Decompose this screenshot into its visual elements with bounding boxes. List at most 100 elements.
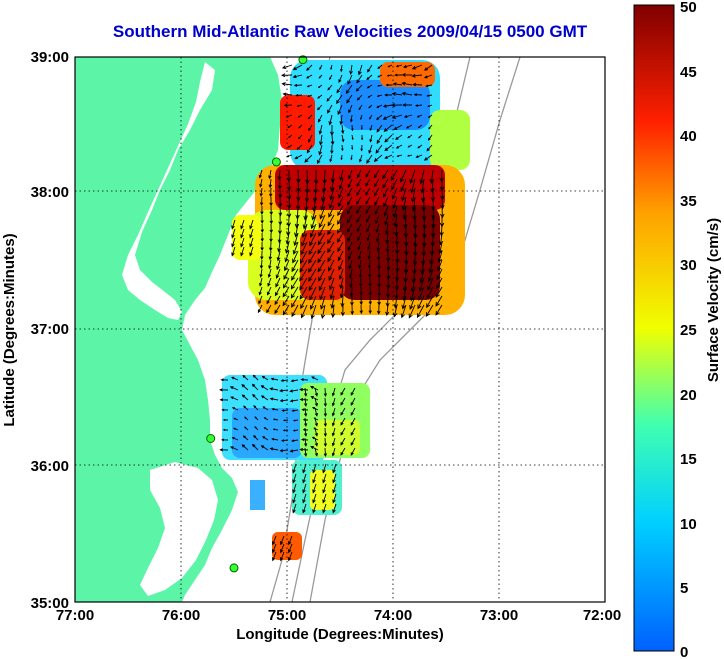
vector-arrow <box>391 114 403 119</box>
vector-arrow <box>365 169 371 178</box>
vector-arrow <box>260 445 269 451</box>
vector-arrow <box>249 219 254 230</box>
vector-arrow <box>340 397 346 406</box>
vector-arrow <box>351 144 354 150</box>
vector-arrow <box>298 134 303 140</box>
vector-arrow <box>401 72 413 77</box>
pamlico-sound <box>140 462 218 596</box>
vector-arrow <box>249 228 254 239</box>
vector-arrow <box>240 237 245 248</box>
vector-arrow <box>331 387 336 397</box>
vector-arrow <box>356 205 362 214</box>
vector-arrow <box>336 223 344 234</box>
vector-arrow <box>304 154 313 163</box>
vector-arrow <box>268 187 273 198</box>
vector-arrow <box>327 223 335 236</box>
vector-arrow <box>368 104 373 109</box>
vector-arrow <box>259 178 263 188</box>
vector-arrow <box>328 114 333 126</box>
vector-arrow <box>271 551 277 562</box>
vector-arrow <box>258 169 263 179</box>
vector-arrow <box>278 205 283 217</box>
vector-arrow <box>329 286 335 300</box>
vector-arrow <box>307 114 313 120</box>
vector-arrow <box>340 64 343 73</box>
vector-arrow <box>340 387 346 396</box>
vector-arrow <box>411 64 423 70</box>
vector-arrow <box>317 241 326 255</box>
vector-arrow <box>328 205 335 218</box>
vector-arrow <box>407 144 413 148</box>
vector-arrow <box>318 74 323 79</box>
vector-arrow <box>299 259 308 273</box>
station-marker <box>206 434 216 443</box>
vector-arrow <box>430 178 435 193</box>
vector-arrow <box>289 389 299 393</box>
vector-arrow <box>426 295 434 309</box>
vector-arrow <box>259 187 263 197</box>
vector-arrow <box>403 214 408 230</box>
vector-arrow <box>341 134 345 143</box>
vector-arrow <box>271 535 277 546</box>
y-axis-label: Latitude (Degrees:Minutes) <box>1 233 18 426</box>
vector-arrow <box>317 114 323 123</box>
vector-arrow <box>287 535 293 546</box>
vector-arrow <box>356 214 362 223</box>
vector-arrow <box>386 268 391 281</box>
vector-arrow <box>384 144 393 152</box>
vector-arrow <box>376 304 381 315</box>
vector-arrow <box>436 268 443 281</box>
vector-arrow <box>268 178 273 189</box>
vector-arrow <box>292 429 299 432</box>
colorbar-tick-labels: 50 45 40 35 30 25 20 15 10 5 0 <box>680 0 697 659</box>
vector-arrow <box>281 64 293 69</box>
vector-arrow <box>318 214 326 229</box>
vector-arrow <box>323 407 328 418</box>
x-tick-label: 73:00 <box>480 607 518 624</box>
x-tick-label: 74:00 <box>374 607 412 624</box>
vector-arrow <box>376 124 383 133</box>
vector-arrow <box>263 427 269 431</box>
vector-arrow <box>296 104 303 107</box>
vector-arrow <box>291 259 299 273</box>
vector-arrow <box>401 81 413 86</box>
vector-arrow <box>269 397 279 401</box>
vector-arrow <box>314 417 319 427</box>
vector-arrow <box>413 232 418 248</box>
vector-arrow <box>271 437 279 441</box>
vector-arrow <box>409 286 416 302</box>
vector-arrow <box>414 104 423 107</box>
vector-arrow <box>336 84 343 94</box>
vector-arrow <box>268 250 273 261</box>
vector-arrow <box>395 134 403 140</box>
vector-arrow <box>260 223 264 234</box>
vector-arrow <box>231 237 236 248</box>
vector-arrow <box>340 417 346 426</box>
vector-arrow <box>320 196 326 211</box>
vector-arrow <box>382 169 389 180</box>
vector-arrow <box>377 286 382 297</box>
vector-arrow <box>240 246 245 257</box>
vector-arrow <box>409 169 416 185</box>
vector-arrow <box>302 428 309 431</box>
vector-arrow <box>288 134 293 138</box>
vector-arrow <box>377 295 381 306</box>
station-marker <box>271 157 281 167</box>
vector-arrow <box>309 223 317 238</box>
vector-arrow <box>310 214 317 230</box>
vector-arrow <box>395 64 403 68</box>
vector-arrow <box>219 398 229 402</box>
vector-arrow <box>290 379 299 383</box>
vector-arrow <box>365 205 371 214</box>
grid-lines <box>75 57 605 602</box>
vector-arrow <box>329 124 334 137</box>
vector-arrow <box>318 134 323 146</box>
colorbar-tick: 40 <box>680 128 697 145</box>
vector-arrow <box>365 187 371 196</box>
vector-arrow <box>417 144 423 149</box>
vector-arrow <box>268 241 273 252</box>
vector-arrow <box>260 250 264 261</box>
vector-arrow <box>317 94 323 99</box>
y-tick-label: 39:00 <box>31 49 69 66</box>
vector-arrow <box>339 169 344 182</box>
